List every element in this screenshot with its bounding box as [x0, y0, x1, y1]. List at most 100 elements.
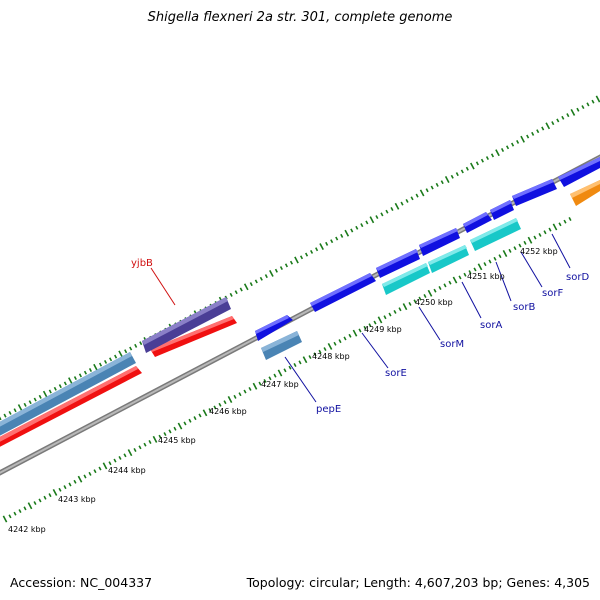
gene-feature-yjbb[interactable]: [142, 297, 231, 353]
gene-label-yjbb[interactable]: yjbB: [131, 258, 153, 269]
scale-tick: [38, 394, 42, 399]
gene-feature-sorm[interactable]: [382, 263, 430, 295]
scale-tick: [88, 471, 92, 476]
scale-tick: [124, 349, 128, 354]
scale-tick: [523, 240, 527, 245]
scale-tick: [27, 502, 33, 510]
scale-tick: [488, 259, 492, 264]
scale-tick: [42, 390, 48, 398]
gene-label-sorm[interactable]: sorM: [440, 339, 464, 350]
scale-tick: [533, 235, 537, 240]
scale-tick: [238, 392, 242, 397]
scale-tick: [360, 223, 364, 228]
gene-feature[interactable]: [570, 180, 600, 206]
scale-tick: [475, 161, 479, 166]
scale-label: 4246 kbp: [209, 407, 247, 416]
scale-label: 4242 kbp: [8, 525, 46, 534]
scale-tick: [343, 336, 347, 341]
scale-tick: [315, 247, 319, 252]
scale-tick: [508, 248, 512, 253]
scale-tick: [0, 416, 2, 421]
scale-tick: [506, 145, 510, 150]
gene-label-sord[interactable]: sorD: [566, 272, 589, 283]
scale-tick: [561, 115, 565, 120]
scale-tick: [415, 193, 419, 198]
scale-tick: [118, 455, 122, 460]
gene-feature[interactable]: [0, 352, 136, 441]
scale-tick: [259, 276, 263, 281]
scale-tick: [83, 370, 87, 375]
map-title: Shigella flexneri 2a str. 301, complete …: [147, 10, 453, 25]
scale-tick: [581, 105, 585, 110]
gene-feature-sorb[interactable]: [470, 218, 521, 251]
scale-tick: [268, 376, 272, 381]
scale-tick: [234, 290, 238, 295]
gene-feature[interactable]: [255, 315, 293, 341]
scale-tick: [340, 233, 344, 238]
genome-summary: Topology: circular; Length: 4,607,203 bp…: [246, 575, 590, 590]
scale-tick: [308, 355, 312, 360]
gene-label-sora[interactable]: sorA: [480, 320, 502, 331]
label-leader-lines: [150, 233, 571, 403]
scale-tick: [252, 382, 258, 390]
scale-tick: [568, 217, 572, 221]
scale-tick: [38, 498, 42, 503]
scale-tick: [258, 381, 262, 386]
scale-tick: [78, 373, 82, 378]
gene-label-sore[interactable]: sorE: [385, 368, 407, 379]
scale-tick: [52, 488, 58, 496]
scale-tick: [33, 501, 37, 506]
scale-tick: [408, 301, 412, 306]
scale-tick: [202, 409, 208, 417]
scale-tick: [570, 108, 576, 116]
scale-tick: [465, 166, 469, 171]
scale-tick: [394, 202, 400, 210]
scale-tick: [198, 413, 202, 418]
gene-feature[interactable]: [512, 179, 557, 206]
gene-feature[interactable]: [419, 228, 460, 256]
scale-tick: [335, 236, 339, 241]
gene-feature-pepe[interactable]: [261, 331, 302, 360]
scale-tick: [254, 279, 258, 284]
scale-tick: [483, 262, 487, 267]
scale-tick: [527, 236, 533, 244]
gene-feature[interactable]: [376, 249, 420, 278]
scale-tick: [344, 229, 350, 237]
scale-tick: [536, 129, 540, 134]
gene-feature[interactable]: [0, 366, 142, 452]
scale-tick: [8, 514, 12, 519]
scale-tick: [355, 225, 359, 230]
scale-tick: [427, 289, 433, 297]
scale-tick: [28, 400, 32, 405]
scale-tick: [460, 169, 464, 174]
scale-tick: [208, 408, 212, 413]
gene-feature[interactable]: [463, 212, 492, 233]
scale-tick: [455, 172, 459, 177]
scale-tick: [302, 356, 308, 364]
gene-feature-sore[interactable]: [310, 273, 376, 312]
scale-tick: [48, 389, 52, 394]
gene-feature-sora[interactable]: [428, 245, 469, 273]
scale-tick: [368, 323, 372, 328]
scale-tick: [410, 196, 414, 201]
scale-tick: [23, 506, 27, 511]
scale-tick: [168, 429, 172, 434]
gene-label-sorf[interactable]: sorF: [542, 288, 563, 299]
scale-tick: [93, 363, 98, 371]
scale-tick: [377, 316, 383, 324]
scale-tick: [385, 209, 389, 214]
scale-tick: [418, 296, 422, 301]
scale-tick: [480, 158, 484, 163]
scale-tick: [298, 360, 302, 365]
gene-label-sorb[interactable]: sorB: [513, 302, 535, 313]
scale-tick: [183, 421, 187, 426]
gene-feature[interactable]: [150, 316, 237, 357]
gene-feature[interactable]: [490, 200, 514, 220]
gene-label-pepe[interactable]: pepE: [316, 404, 341, 415]
scale-tick: [348, 333, 352, 338]
scale-tick: [73, 376, 77, 381]
gene-feature[interactable]: [558, 157, 600, 187]
scale-label: 4244 kbp: [108, 466, 146, 475]
scale-tick: [490, 153, 495, 158]
